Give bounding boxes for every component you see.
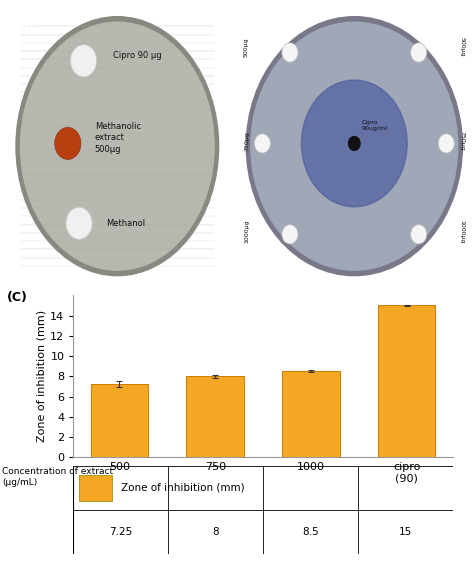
Text: (B): (B) xyxy=(248,16,270,30)
Circle shape xyxy=(255,134,270,153)
Circle shape xyxy=(66,207,92,239)
Bar xyxy=(91,384,148,457)
Bar xyxy=(378,306,436,457)
Text: 500μg: 500μg xyxy=(244,37,249,57)
Text: (A): (A) xyxy=(14,16,35,30)
Circle shape xyxy=(410,43,427,62)
Text: 8.5: 8.5 xyxy=(302,527,319,537)
Circle shape xyxy=(410,225,427,244)
Text: 500μg: 500μg xyxy=(460,37,465,57)
Circle shape xyxy=(438,134,454,153)
Circle shape xyxy=(282,43,298,62)
Text: 1000μg: 1000μg xyxy=(460,220,465,243)
Text: Methanolic
extract
500μg: Methanolic extract 500μg xyxy=(95,122,141,153)
Text: (C): (C) xyxy=(7,291,28,304)
Text: 750μg: 750μg xyxy=(244,131,249,151)
Circle shape xyxy=(55,127,81,160)
Text: Cipro
90ug/ml: Cipro 90ug/ml xyxy=(361,120,387,131)
Ellipse shape xyxy=(20,22,214,270)
Text: 8: 8 xyxy=(212,527,219,537)
Y-axis label: Zone of inhibition (mm): Zone of inhibition (mm) xyxy=(36,310,46,442)
Text: 7.25: 7.25 xyxy=(109,527,133,537)
Circle shape xyxy=(282,225,298,244)
Circle shape xyxy=(71,45,97,77)
Ellipse shape xyxy=(16,16,219,275)
Bar xyxy=(282,371,340,457)
Text: Cipro 90 μg: Cipro 90 μg xyxy=(113,51,162,60)
Ellipse shape xyxy=(246,16,462,275)
Circle shape xyxy=(348,136,360,151)
Bar xyxy=(186,377,244,457)
Text: 1000μg: 1000μg xyxy=(244,220,249,243)
Text: Methanol: Methanol xyxy=(106,219,145,228)
Ellipse shape xyxy=(301,80,407,207)
Text: 15: 15 xyxy=(399,527,412,537)
Text: 750μg: 750μg xyxy=(460,131,465,151)
Ellipse shape xyxy=(251,22,458,270)
Bar xyxy=(79,475,112,501)
Text: Zone of inhibition (mm): Zone of inhibition (mm) xyxy=(121,483,245,493)
Text: Concentration of extract
(μg/mL): Concentration of extract (μg/mL) xyxy=(2,467,113,487)
